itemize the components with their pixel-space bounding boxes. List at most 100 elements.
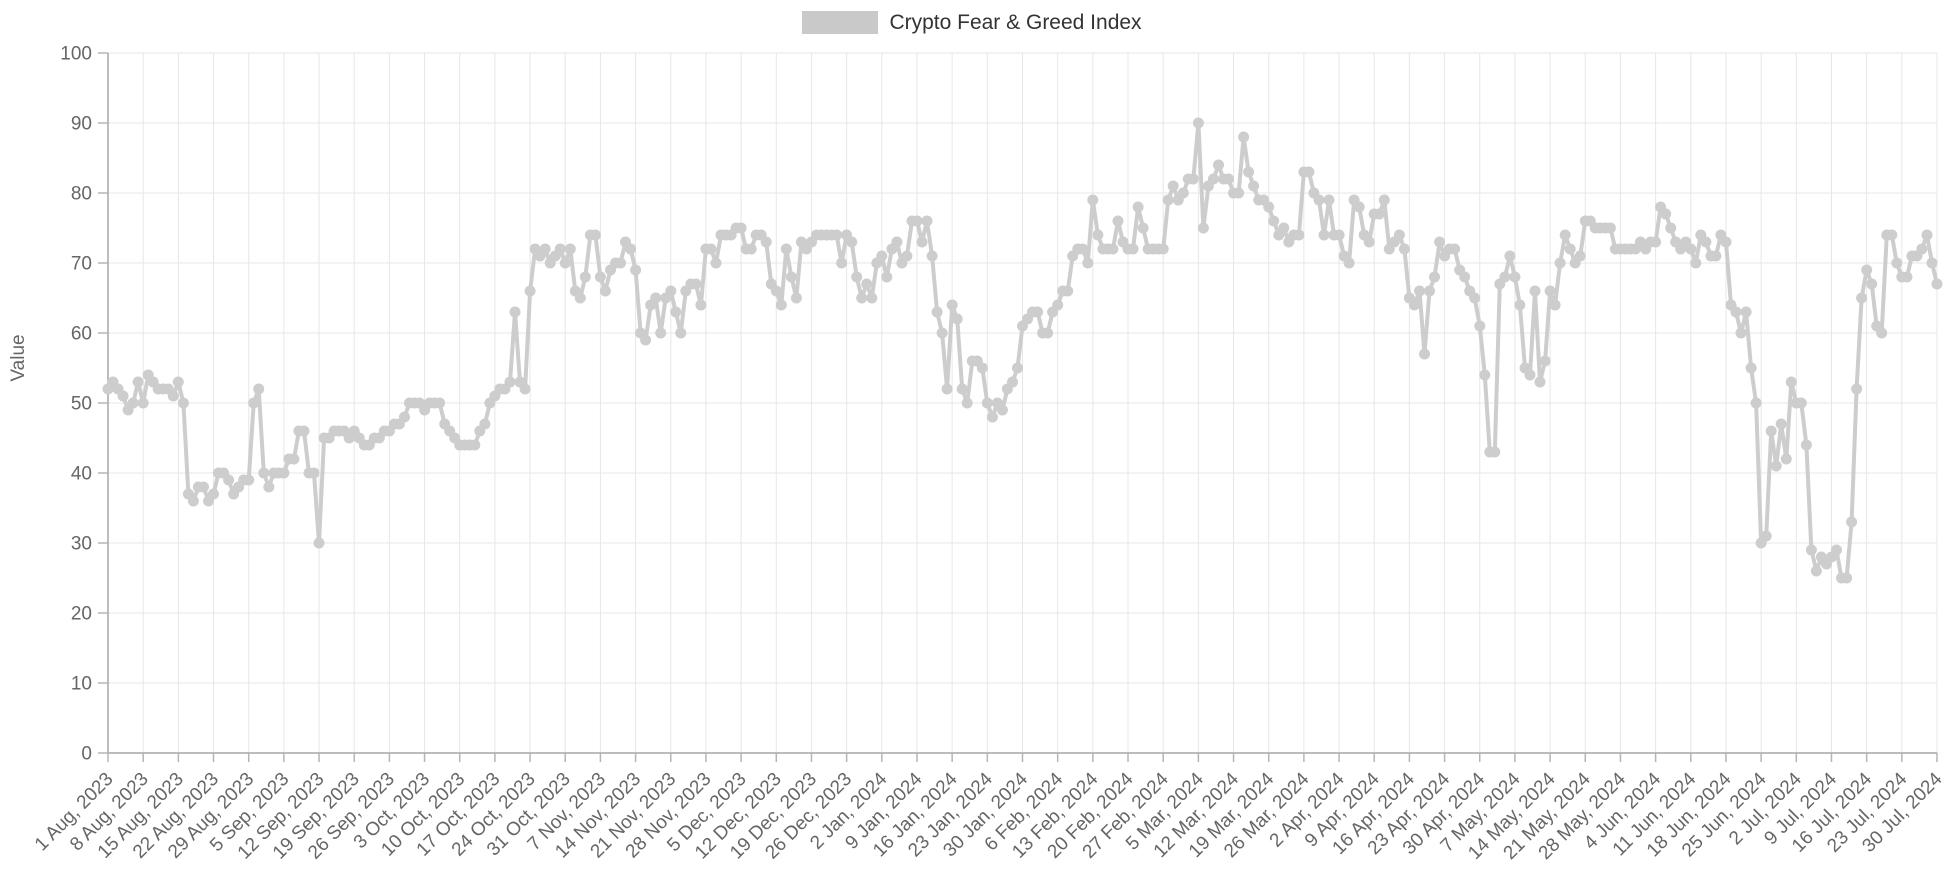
data-point-marker[interactable] [1012, 362, 1023, 374]
data-point-marker[interactable] [1032, 306, 1044, 318]
data-point-marker[interactable] [916, 236, 928, 248]
data-point-marker[interactable] [1660, 208, 1672, 220]
data-point-marker[interactable] [1398, 243, 1410, 255]
data-point-marker[interactable] [1604, 222, 1616, 234]
data-point-marker[interactable] [1207, 173, 1219, 185]
data-point-marker[interactable] [690, 278, 702, 290]
data-point-marker[interactable] [1700, 236, 1712, 248]
data-point-marker[interactable] [1137, 222, 1149, 234]
data-point-marker[interactable] [1263, 201, 1275, 213]
data-point-marker[interactable] [589, 229, 601, 241]
data-point-marker[interactable] [1499, 271, 1511, 283]
data-point-marker[interactable] [625, 243, 637, 255]
data-point-marker[interactable] [790, 292, 802, 304]
data-point-marker[interactable] [1886, 229, 1898, 241]
data-point-marker[interactable] [1685, 243, 1697, 255]
data-point-marker[interactable] [1042, 327, 1054, 339]
data-point-marker[interactable] [1750, 397, 1762, 409]
data-point-marker[interactable] [1092, 229, 1104, 241]
data-point-marker[interactable] [223, 474, 235, 486]
data-point-marker[interactable] [1213, 159, 1224, 171]
data-point-marker[interactable] [559, 257, 571, 269]
data-point-marker[interactable] [976, 362, 988, 374]
data-point-marker[interactable] [1775, 418, 1787, 430]
data-point-marker[interactable] [936, 327, 948, 339]
data-point-marker[interactable] [1539, 355, 1551, 367]
data-point-marker[interactable] [1132, 201, 1144, 213]
data-point-marker[interactable] [208, 488, 219, 500]
data-point-marker[interactable] [1318, 229, 1330, 241]
data-point-marker[interactable] [1419, 348, 1430, 360]
data-point-marker[interactable] [1378, 194, 1390, 206]
data-point-marker[interactable] [1760, 530, 1772, 542]
data-point-marker[interactable] [187, 495, 199, 507]
data-point-marker[interactable] [901, 250, 913, 262]
data-point-marker[interactable] [846, 236, 858, 248]
data-point-marker[interactable] [579, 271, 591, 283]
data-point-marker[interactable] [1062, 285, 1074, 297]
data-point-marker[interactable] [1233, 187, 1245, 199]
data-point-marker[interactable] [1931, 278, 1943, 290]
data-point-marker[interactable] [1916, 243, 1928, 255]
data-point-marker[interactable] [675, 327, 687, 339]
data-point-marker[interactable] [1866, 278, 1878, 290]
data-point-marker[interactable] [132, 376, 144, 388]
data-point-marker[interactable] [1414, 285, 1425, 297]
data-point-marker[interactable] [167, 390, 179, 402]
data-point-marker[interactable] [956, 383, 968, 395]
data-point-marker[interactable] [1841, 572, 1853, 584]
data-point-marker[interactable] [1564, 243, 1576, 255]
data-point-marker[interactable] [705, 243, 717, 255]
data-point-marker[interactable] [1529, 285, 1541, 297]
data-point-marker[interactable] [1740, 306, 1752, 318]
data-point-marker[interactable] [434, 397, 446, 409]
data-point-marker[interactable] [1901, 271, 1913, 283]
data-point-marker[interactable] [1831, 544, 1842, 556]
data-point-marker[interactable] [1082, 257, 1094, 269]
data-point-marker[interactable] [1780, 453, 1792, 465]
data-point-marker[interactable] [1459, 271, 1471, 283]
data-point-marker[interactable] [986, 411, 998, 423]
data-point-marker[interactable] [1509, 271, 1521, 283]
data-point-marker[interactable] [1710, 250, 1722, 262]
data-point-marker[interactable] [177, 397, 189, 409]
data-point-marker[interactable] [665, 285, 677, 297]
data-point-marker[interactable] [1720, 236, 1732, 248]
data-point-marker[interactable] [313, 537, 325, 549]
data-point-marker[interactable] [1157, 243, 1169, 255]
data-point-marker[interactable] [630, 264, 642, 276]
data-point-marker[interactable] [172, 376, 184, 388]
data-point-marker[interactable] [1393, 229, 1405, 241]
data-point-marker[interactable] [1187, 173, 1199, 185]
data-point-marker[interactable] [1851, 383, 1863, 395]
data-point-marker[interactable] [594, 271, 606, 283]
data-point-marker[interactable] [1107, 243, 1119, 255]
data-point-marker[interactable] [1449, 243, 1461, 255]
data-point-marker[interactable] [117, 390, 129, 402]
data-point-marker[interactable] [1795, 397, 1807, 409]
data-point-marker[interactable] [876, 250, 888, 262]
data-point-marker[interactable] [931, 306, 943, 318]
data-point-marker[interactable] [745, 243, 757, 255]
data-point-marker[interactable] [1810, 565, 1822, 577]
data-point-marker[interactable] [1559, 229, 1571, 241]
data-point-marker[interactable] [866, 292, 878, 304]
data-point-marker[interactable] [479, 418, 491, 430]
data-point-marker[interactable] [996, 404, 1008, 416]
data-point-marker[interactable] [1007, 376, 1018, 388]
data-point-marker[interactable] [695, 299, 707, 311]
data-point-marker[interactable] [710, 257, 722, 269]
data-point-marker[interactable] [926, 250, 938, 262]
data-point-marker[interactable] [1846, 516, 1858, 528]
data-point-marker[interactable] [253, 383, 265, 395]
data-point-marker[interactable] [519, 383, 531, 395]
data-point-marker[interactable] [951, 313, 963, 325]
data-point-marker[interactable] [921, 215, 933, 227]
data-point-marker[interactable] [981, 397, 993, 409]
data-point-marker[interactable] [539, 243, 551, 255]
data-point-marker[interactable] [911, 215, 923, 227]
data-point-marker[interactable] [615, 257, 626, 269]
data-point-marker[interactable] [1424, 285, 1435, 297]
data-point-marker[interactable] [1544, 285, 1556, 297]
data-point-marker[interactable] [1861, 264, 1873, 276]
